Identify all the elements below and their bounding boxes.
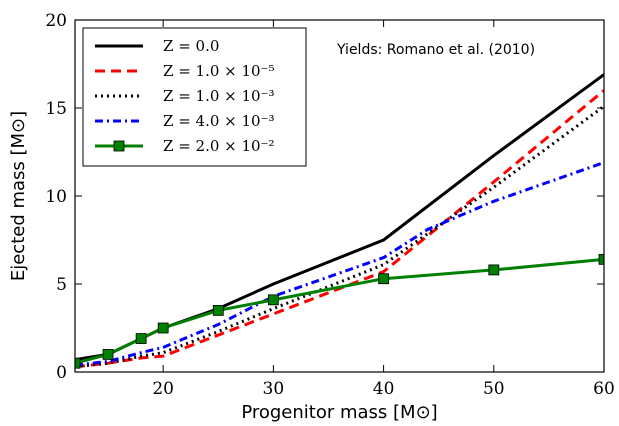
x-tick-label: 20 (152, 379, 174, 399)
y-tick-label: 0 (56, 363, 67, 383)
y-tick-label: 20 (45, 11, 67, 31)
series-lines (75, 73, 604, 369)
legend-label-3: Z = 4.0 × 10⁻³ (163, 112, 275, 130)
series-marker (488, 264, 500, 276)
series-marker (212, 304, 224, 316)
series-line-4 (75, 257, 604, 365)
legend-label-1: Z = 1.0 × 10⁻⁵ (163, 62, 275, 80)
series-marker (75, 357, 81, 369)
legend: Z = 0.0 Z = 1.0 × 10⁻⁵ Z = 1.0 × 10⁻³ Z = 4… (82, 27, 307, 167)
x-tick-label: 50 (483, 379, 505, 399)
series-line-1 (75, 89, 604, 369)
y-tick-label: 15 (45, 99, 67, 119)
x-tick-label: 60 (593, 379, 615, 399)
series-marker (102, 348, 114, 360)
y-axis-label: Ejected mass [M⊙] (8, 111, 29, 281)
series-marker (598, 253, 604, 265)
legend-label-4: Z = 2.0 × 10⁻² (163, 137, 275, 155)
legend-marker (113, 140, 125, 152)
axis-ticks: 20 30 40 50 60 0 5 10 15 20 (45, 11, 614, 399)
series-marker (157, 322, 169, 334)
series-line-3 (75, 161, 604, 367)
series-marker (267, 294, 279, 306)
y-tick-label: 10 (45, 187, 67, 207)
legend-label-2: Z = 1.0 × 10⁻³ (163, 87, 275, 105)
x-tick-label: 30 (263, 379, 285, 399)
series-marker (135, 333, 147, 344)
legend-label-0: Z = 0.0 (163, 37, 219, 55)
y-tick-label: 5 (56, 275, 67, 295)
source-annotation: Yields: Romano et al. (2010) (336, 42, 535, 58)
x-tick-label: 40 (373, 379, 395, 399)
series-marker (378, 273, 389, 285)
x-axis-label: Progenitor mass [M⊙] (241, 402, 437, 423)
